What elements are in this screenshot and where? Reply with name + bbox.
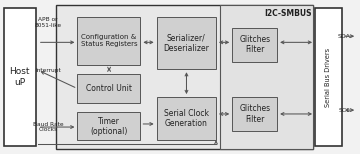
Bar (77, 112, 140, 140)
Text: Host
uP: Host uP (10, 67, 30, 87)
Text: Control Unit: Control Unit (86, 84, 132, 93)
Bar (4, 8, 36, 146)
Text: I2C-SMBUS: I2C-SMBUS (264, 9, 311, 18)
Bar (220, 5, 313, 149)
Text: Serial Clock
Generation: Serial Clock Generation (164, 109, 209, 128)
Bar (232, 97, 277, 131)
Text: Baud Rate
Clocks: Baud Rate Clocks (33, 122, 64, 132)
Text: Glitches
Filter: Glitches Filter (239, 35, 270, 54)
Text: Configuration &
Status Registers: Configuration & Status Registers (81, 34, 137, 47)
Text: Serial Bus Drivers: Serial Bus Drivers (325, 47, 332, 107)
Bar (77, 74, 140, 103)
Text: SCL: SCL (339, 108, 350, 113)
Bar (77, 17, 140, 65)
Bar (232, 28, 277, 62)
Bar (56, 5, 313, 149)
Text: Serializer/
Deserializer: Serializer/ Deserializer (163, 33, 209, 53)
Text: APB or
8051-like: APB or 8051-like (35, 17, 62, 28)
Bar (315, 8, 342, 146)
Text: Glitches
Filter: Glitches Filter (239, 104, 270, 124)
Bar (157, 17, 216, 69)
Text: Timer
(optional): Timer (optional) (90, 117, 127, 136)
Bar (157, 97, 216, 140)
Text: Interrupt: Interrupt (35, 68, 61, 73)
Text: SDA: SDA (338, 34, 351, 39)
